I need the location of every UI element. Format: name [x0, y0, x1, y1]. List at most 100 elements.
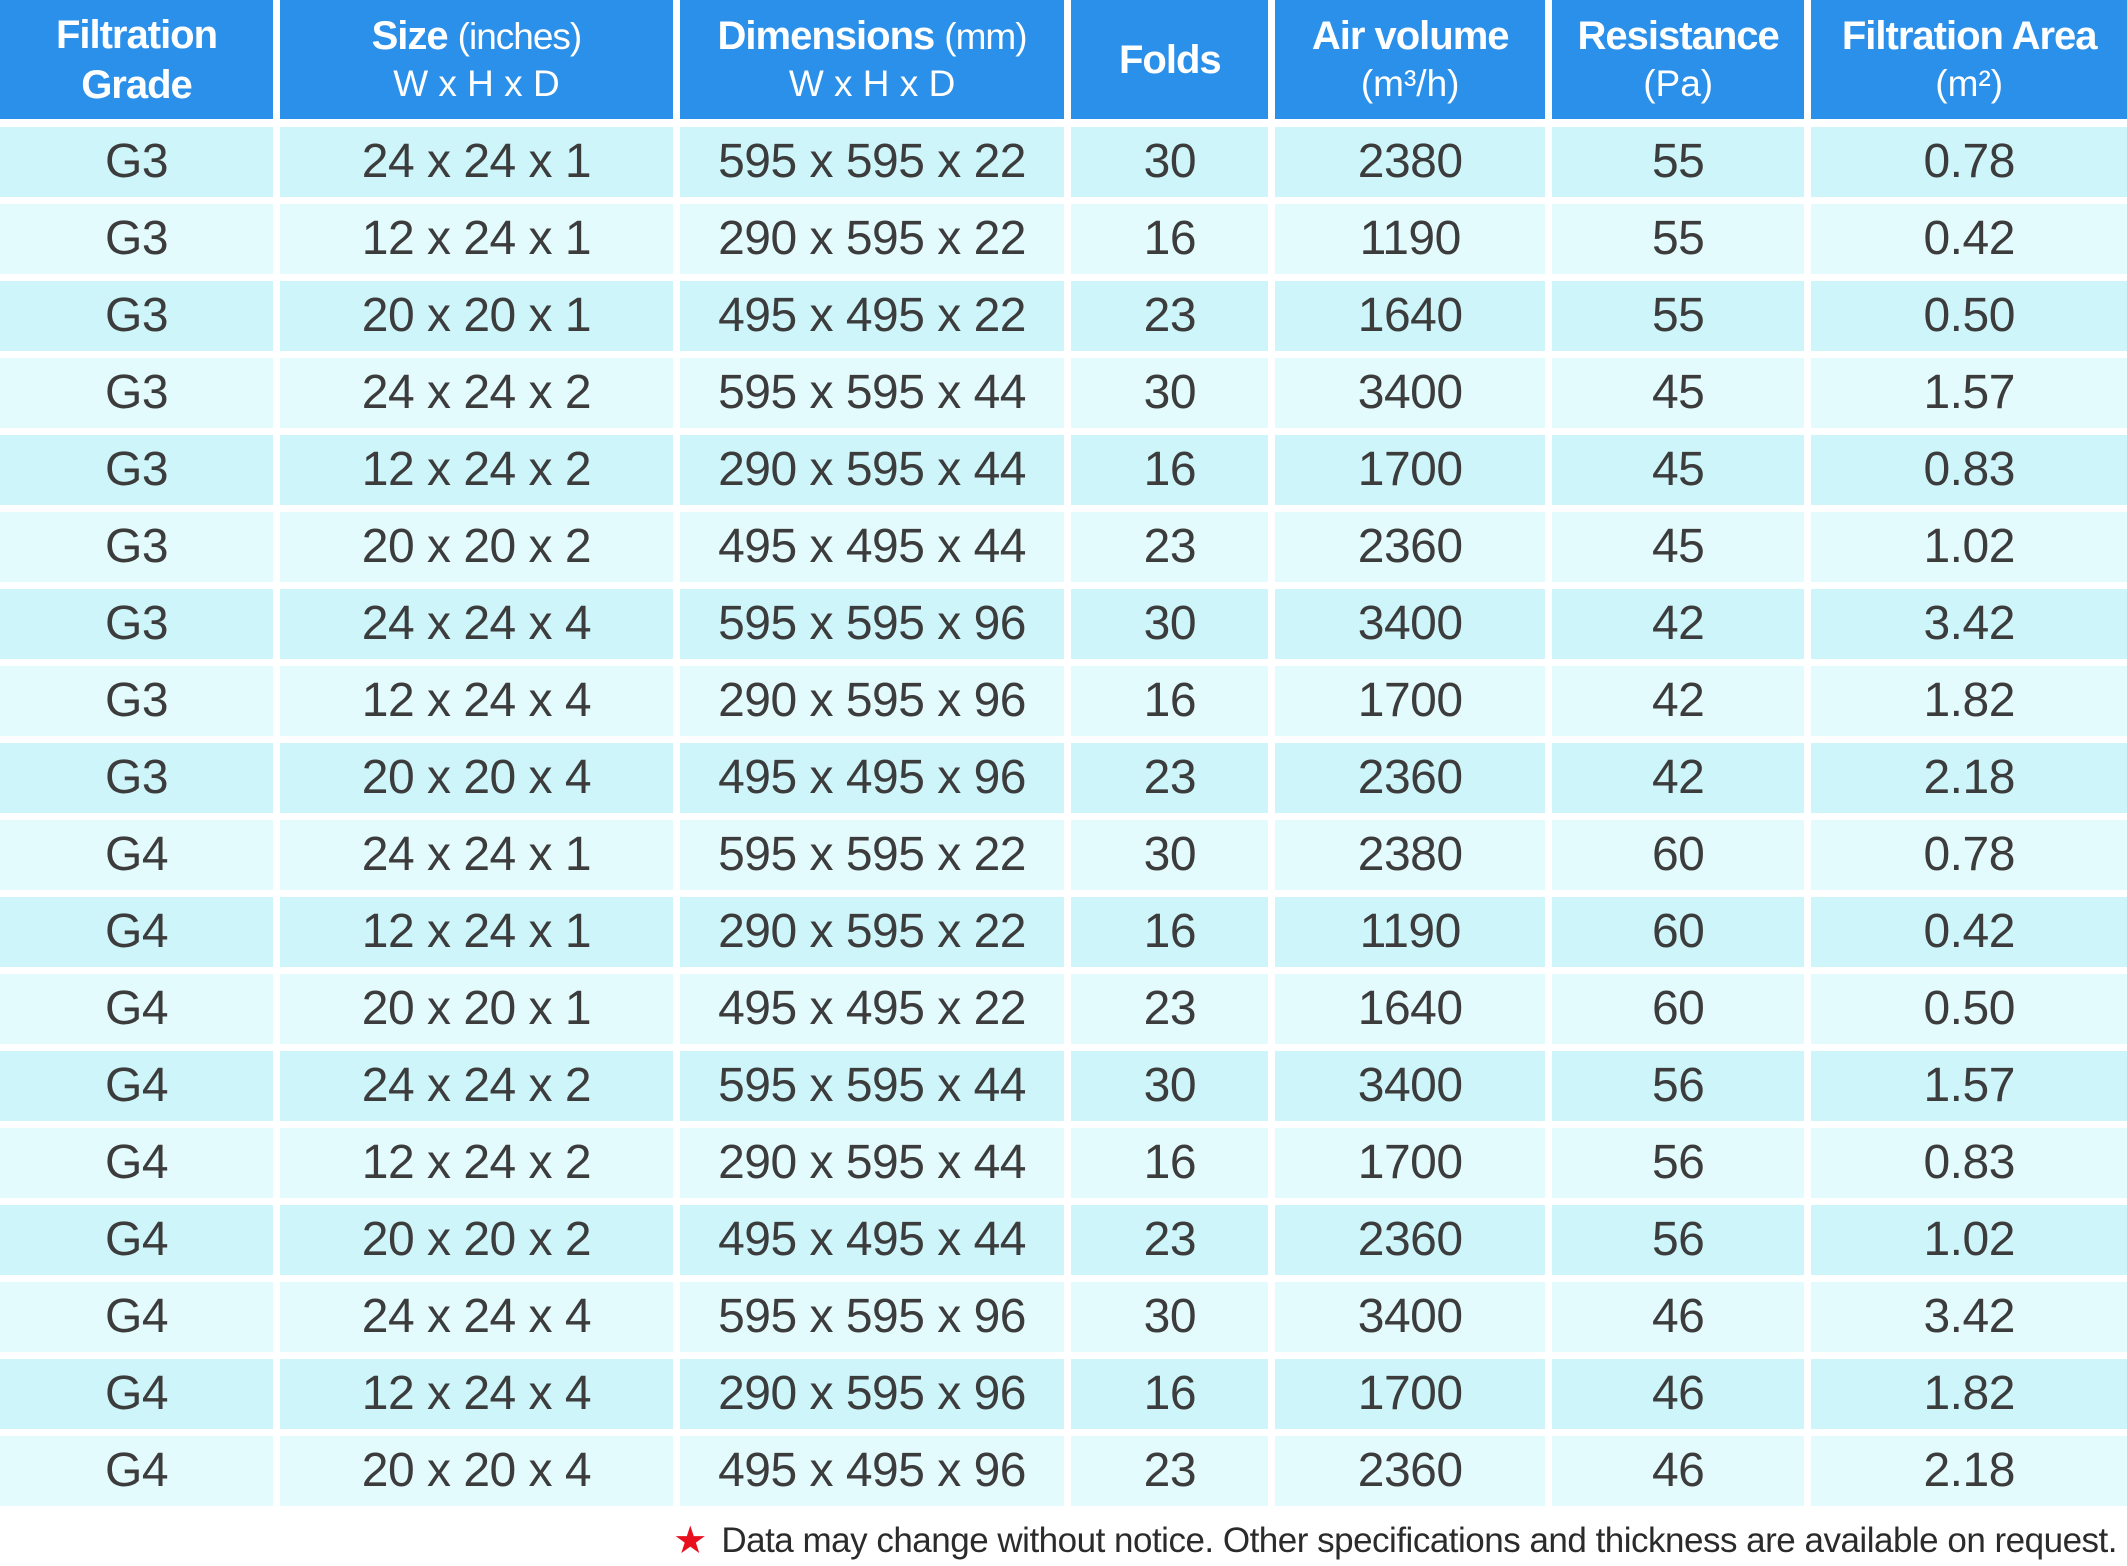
table-cell: 42: [1548, 585, 1812, 666]
table-cell: 20 x 20 x 1: [276, 970, 680, 1051]
table-cell: 12 x 24 x 4: [276, 662, 680, 743]
table-row: G4 24 x 24 x 2 595 x 595 x 44 30 3400 56 1.57: [0, 1047, 2127, 1128]
table-cell: 2360: [1271, 1201, 1552, 1282]
table-cell: 3400: [1271, 585, 1552, 666]
table-cell: 495 x 495 x 44: [676, 508, 1072, 589]
table-cell: 290 x 595 x 96: [676, 1355, 1072, 1436]
table-cell: 55: [1548, 123, 1812, 204]
table-row: G3 12 x 24 x 2 290 x 595 x 44 16 1700 45 0.83: [0, 431, 2127, 512]
col-header-filtration-area: Filtration Area (m²): [1807, 0, 2127, 127]
table-cell: 0.78: [1807, 816, 2127, 897]
table-cell: 1700: [1271, 1355, 1552, 1436]
table-cell: 290 x 595 x 44: [676, 1124, 1072, 1205]
table-cell: 595 x 595 x 22: [676, 816, 1072, 897]
table-cell: 495 x 495 x 22: [676, 970, 1072, 1051]
table-cell: 16: [1067, 662, 1276, 743]
table-cell: 30: [1067, 585, 1276, 666]
table-cell: 1.82: [1807, 662, 2127, 743]
table-cell: 2360: [1271, 739, 1552, 820]
table-row: G3 20 x 20 x 1 495 x 495 x 22 23 1640 55 0.50: [0, 277, 2127, 358]
table-row: G3 24 x 24 x 2 595 x 595 x 44 30 3400 45 1.57: [0, 354, 2127, 435]
table-cell: 3.42: [1807, 1278, 2127, 1359]
table-cell: 46: [1548, 1432, 1812, 1513]
table-cell: 495 x 495 x 22: [676, 277, 1072, 358]
table-cell: 1640: [1271, 970, 1552, 1051]
header-line: Grade: [81, 62, 193, 107]
header-subline: (m²): [1935, 63, 2004, 105]
table-cell: 46: [1548, 1278, 1812, 1359]
table-cell: 24 x 24 x 4: [276, 585, 680, 666]
table-cell: 42: [1548, 662, 1812, 743]
table-row: G3 20 x 20 x 2 495 x 495 x 44 23 2360 45 1.02: [0, 508, 2127, 589]
header-line: Filtration Area: [1841, 14, 2098, 59]
header-line: Dimensions (mm): [717, 14, 1028, 59]
table-cell: 45: [1548, 354, 1812, 435]
table-cell: 0.83: [1807, 1124, 2127, 1205]
table-cell: 12 x 24 x 1: [276, 200, 680, 281]
table-cell: 20 x 20 x 2: [276, 508, 680, 589]
table-cell: 1.57: [1807, 354, 2127, 435]
table-cell: 3400: [1271, 354, 1552, 435]
table-cell: 0.50: [1807, 970, 2127, 1051]
table-row: G4 20 x 20 x 4 495 x 495 x 96 23 2360 46 2.18: [0, 1432, 2127, 1513]
table-body: G3 24 x 24 x 1 595 x 595 x 22 30 2380 55 0.78 G…: [0, 123, 2127, 1513]
col-header-filtration-grade: Filtration Grade: [0, 0, 280, 127]
table-cell: 1700: [1271, 1124, 1552, 1205]
table-cell: G3: [0, 200, 280, 281]
table-cell: 30: [1067, 354, 1276, 435]
table-cell: 3400: [1271, 1047, 1552, 1128]
table-cell: 20 x 20 x 1: [276, 277, 680, 358]
table-cell: 30: [1067, 816, 1276, 897]
table-cell: 0.78: [1807, 123, 2127, 204]
table-cell: 45: [1548, 508, 1812, 589]
table-row: G3 12 x 24 x 1 290 x 595 x 22 16 1190 55 0.42: [0, 200, 2127, 281]
table-cell: 12 x 24 x 2: [276, 1124, 680, 1205]
table-cell: 2380: [1271, 816, 1552, 897]
table-cell: 595 x 595 x 44: [676, 1047, 1072, 1128]
table-cell: 12 x 24 x 1: [276, 893, 680, 974]
table-cell: 290 x 595 x 22: [676, 200, 1072, 281]
table-cell: 20 x 20 x 4: [276, 1432, 680, 1513]
header-line: Size (inches): [371, 14, 583, 59]
table-cell: G4: [0, 1201, 280, 1282]
table-cell: G3: [0, 431, 280, 512]
table-cell: 16: [1067, 893, 1276, 974]
table-cell: 42: [1548, 739, 1812, 820]
table-cell: 595 x 595 x 96: [676, 1278, 1072, 1359]
table-cell: 30: [1067, 1047, 1276, 1128]
table-cell: G4: [0, 1124, 280, 1205]
table-cell: 60: [1548, 893, 1812, 974]
table-cell: 1.02: [1807, 508, 2127, 589]
table-cell: 495 x 495 x 96: [676, 1432, 1072, 1513]
table-cell: G3: [0, 354, 280, 435]
table-cell: 60: [1548, 970, 1812, 1051]
table-cell: 23: [1067, 508, 1276, 589]
table-cell: 23: [1067, 277, 1276, 358]
table-cell: 1640: [1271, 277, 1552, 358]
table-cell: 30: [1067, 1278, 1276, 1359]
table-cell: 16: [1067, 200, 1276, 281]
table-cell: 60: [1548, 816, 1812, 897]
table-cell: 0.42: [1807, 200, 2127, 281]
table-row: G3 24 x 24 x 4 595 x 595 x 96 30 3400 42 3.42: [0, 585, 2127, 666]
table-cell: 56: [1548, 1201, 1812, 1282]
table-cell: G3: [0, 662, 280, 743]
table-cell: 23: [1067, 970, 1276, 1051]
table-cell: 23: [1067, 1201, 1276, 1282]
spec-table: Filtration Grade Size (inches) W x H x D …: [0, 0, 2127, 1513]
header-line: Folds: [1118, 37, 1222, 82]
table-cell: 24 x 24 x 1: [276, 816, 680, 897]
table-cell: 2360: [1271, 1432, 1552, 1513]
table-cell: 3.42: [1807, 585, 2127, 666]
table-cell: 30: [1067, 123, 1276, 204]
header-line: Air volume: [1311, 14, 1510, 59]
table-cell: 290 x 595 x 22: [676, 893, 1072, 974]
table-cell: 1190: [1271, 893, 1552, 974]
table-cell: 1.57: [1807, 1047, 2127, 1128]
table-cell: 595 x 595 x 22: [676, 123, 1072, 204]
header-subline: W x H x D: [393, 63, 560, 105]
star-icon: ★: [673, 1520, 708, 1562]
table-cell: 16: [1067, 1355, 1276, 1436]
col-header-size-inches: Size (inches) W x H x D: [276, 0, 680, 127]
table-cell: G4: [0, 893, 280, 974]
